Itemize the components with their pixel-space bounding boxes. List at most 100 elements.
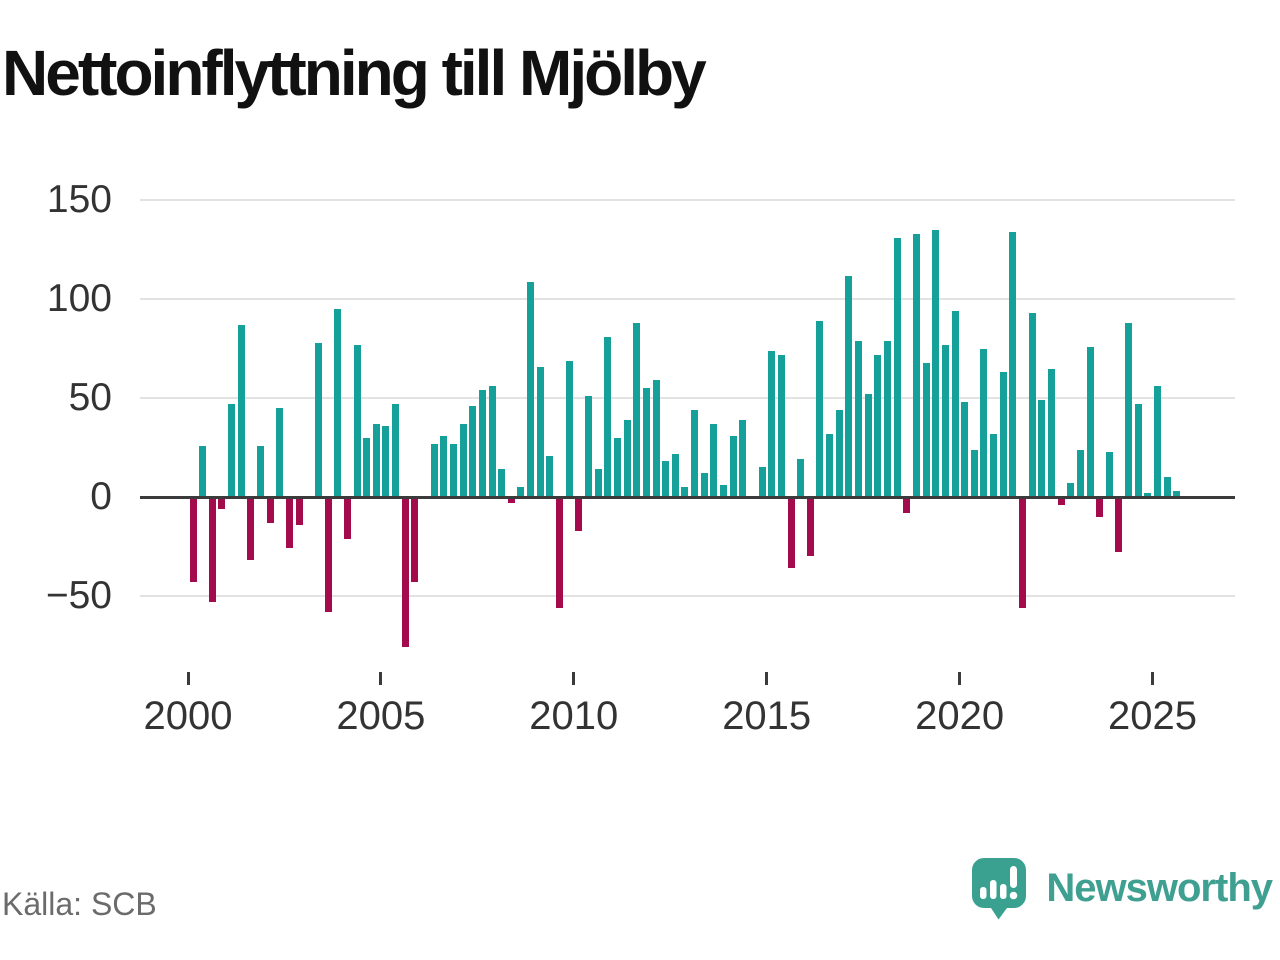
negative-bar <box>285 497 293 549</box>
positive-bar <box>488 386 496 497</box>
positive-bar <box>1173 491 1181 497</box>
negative-bar <box>401 497 409 648</box>
positive-bar <box>314 342 322 497</box>
negative-bar <box>507 497 515 503</box>
positive-bar <box>440 435 448 497</box>
positive-bar <box>594 469 602 497</box>
x-axis-tick-label: 2000 <box>143 694 233 738</box>
positive-bar <box>527 281 535 497</box>
positive-bar <box>363 437 371 497</box>
positive-bar <box>700 473 708 497</box>
gridline <box>140 397 1235 400</box>
positive-bar <box>797 459 805 497</box>
positive-bar <box>777 354 785 497</box>
positive-bar <box>536 366 544 497</box>
positive-bar <box>662 461 670 497</box>
positive-bar <box>449 443 457 497</box>
negative-bar <box>1115 497 1123 553</box>
positive-bar <box>835 410 843 497</box>
positive-bar <box>392 404 399 497</box>
positive-bar <box>498 469 506 497</box>
positive-bar <box>1134 404 1142 497</box>
positive-bar <box>1086 346 1094 497</box>
positive-bar <box>604 336 612 497</box>
positive-bar <box>1009 232 1017 497</box>
y-axis-tick-label: 150 <box>46 178 112 222</box>
negative-bar <box>787 497 795 569</box>
positive-bar <box>816 321 824 497</box>
positive-bar <box>1154 386 1161 497</box>
positive-bar <box>1105 451 1113 497</box>
positive-bar <box>922 362 930 497</box>
x-axis-tick <box>765 672 769 685</box>
positive-bar <box>883 340 891 497</box>
negative-bar <box>218 497 226 509</box>
x-axis-tick <box>379 672 383 685</box>
positive-bar <box>353 344 361 497</box>
positive-bar <box>623 419 631 497</box>
positive-bar <box>980 348 988 497</box>
positive-bar <box>478 390 486 497</box>
positive-bar <box>517 487 525 497</box>
brand-logo: Newsworthy <box>970 856 1273 920</box>
positive-bar <box>941 344 949 497</box>
positive-bar <box>845 275 853 497</box>
positive-bar <box>671 453 679 497</box>
positive-bar <box>276 408 284 497</box>
positive-bar <box>1028 313 1036 497</box>
positive-bar <box>826 433 834 497</box>
negative-bar <box>806 497 814 557</box>
positive-bar <box>864 394 872 497</box>
positive-bar <box>372 423 380 497</box>
positive-bar <box>1038 400 1046 497</box>
positive-bar <box>1076 449 1084 497</box>
positive-bar <box>584 396 592 497</box>
negative-bar <box>324 497 332 612</box>
positive-bar <box>729 435 737 497</box>
positive-bar <box>681 487 689 497</box>
chart-title: Nettoinflyttning till Mjölby <box>2 37 707 109</box>
negative-bar <box>1096 497 1104 517</box>
positive-bar <box>691 410 698 497</box>
positive-bar <box>613 437 621 497</box>
x-axis-tick <box>1151 672 1154 685</box>
positive-bar <box>199 445 207 497</box>
x-axis-tick-label: 2025 <box>1108 694 1197 738</box>
negative-bar <box>189 497 197 582</box>
positive-bar <box>642 388 650 497</box>
positive-bar <box>768 350 776 497</box>
x-axis-tick-label: 2010 <box>529 694 619 738</box>
y-axis-tick-label: 0 <box>90 475 112 518</box>
positive-bar <box>257 445 264 497</box>
speech-bubble-bar-chart-icon <box>972 858 1027 920</box>
positive-bar <box>334 309 342 497</box>
gridline <box>140 594 1235 597</box>
zero-axis-line <box>140 495 1235 499</box>
y-axis-tick-label: 100 <box>46 277 112 321</box>
positive-bar <box>1047 368 1055 497</box>
positive-bar <box>1163 477 1171 497</box>
gridline <box>140 199 1235 202</box>
negative-bar <box>1019 497 1026 608</box>
positive-bar <box>874 354 882 497</box>
x-axis-tick-label: 2020 <box>915 694 1005 738</box>
negative-bar <box>903 497 911 513</box>
positive-bar <box>565 360 573 497</box>
y-axis-tick-label: −50 <box>45 573 112 617</box>
positive-bar <box>970 449 978 497</box>
source-caption: Källa: SCB <box>2 886 157 922</box>
positive-bar <box>990 433 997 497</box>
positive-bar <box>1125 323 1133 497</box>
x-axis-tick <box>186 672 190 685</box>
positive-bar <box>652 380 660 497</box>
negative-bar <box>1057 497 1065 505</box>
x-axis-tick-label: 2005 <box>336 694 426 738</box>
x-axis-tick <box>958 672 962 685</box>
positive-bar <box>430 443 438 497</box>
negative-bar <box>343 497 351 539</box>
positive-bar <box>633 323 641 497</box>
positive-bar <box>546 455 554 497</box>
y-axis-tick-label: 50 <box>68 376 112 420</box>
positive-bar <box>382 425 390 497</box>
